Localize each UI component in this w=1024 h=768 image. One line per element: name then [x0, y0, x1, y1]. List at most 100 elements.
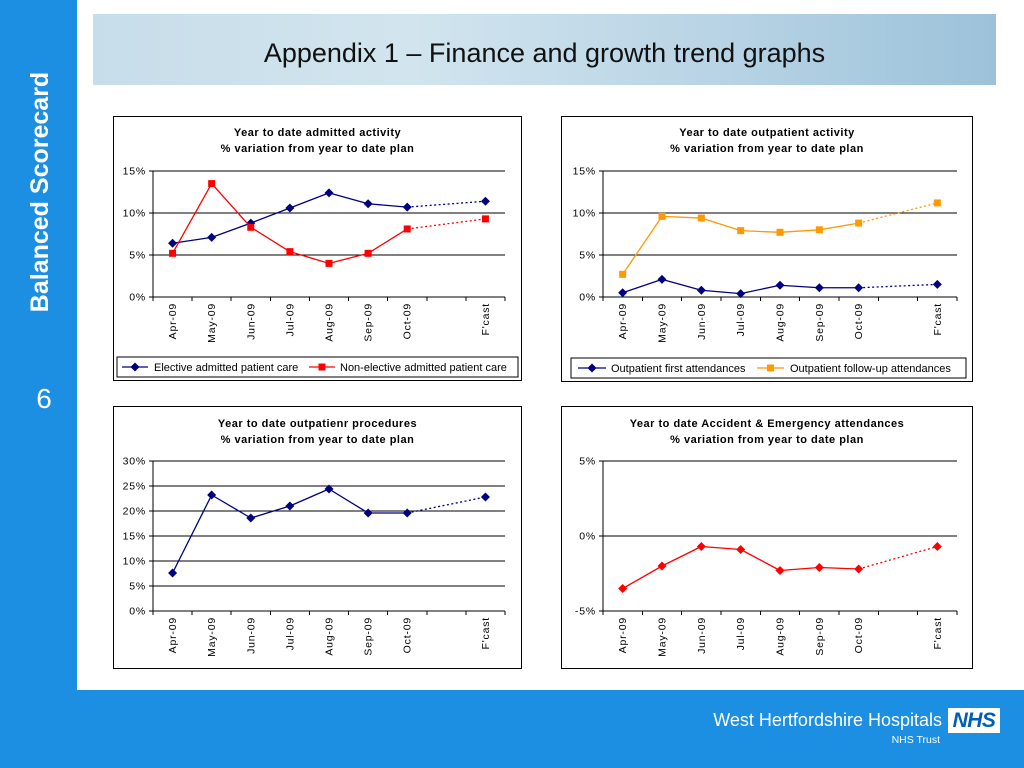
series-line-segment	[740, 284, 781, 295]
series-line-segment	[289, 251, 330, 265]
x-tick-label: Jul-09	[284, 303, 296, 336]
data-point	[403, 225, 411, 233]
y-tick-label: 10%	[123, 556, 146, 568]
chart-title: Year to date Accident & Emergency attend…	[630, 418, 905, 430]
x-tick-label: Aug-09	[775, 303, 787, 342]
data-point	[363, 508, 373, 518]
y-tick-label: 0%	[129, 606, 146, 618]
data-point	[775, 566, 785, 575]
data-point	[168, 238, 178, 248]
chart-outpatient-procedures: Year to date outpatienr procedures % vari…	[113, 406, 522, 669]
x-tick-label: F'cast	[480, 617, 492, 649]
series-line-segment	[250, 207, 291, 224]
data-point	[402, 202, 412, 212]
series-line-segment	[328, 192, 369, 205]
series-line-segment	[250, 226, 291, 253]
data-point	[657, 274, 667, 284]
forecast-line-segment	[858, 283, 938, 289]
chart-canvas: Year to date admitted activity % variatio…	[116, 127, 519, 378]
title-banner: Appendix 1 – Finance and growth trend gr…	[93, 14, 996, 85]
series-line-segment	[779, 229, 820, 233]
x-tick-label: May-09	[657, 617, 669, 657]
data-point	[933, 199, 941, 207]
x-tick-label: May-09	[657, 303, 669, 343]
legend-marker	[587, 363, 597, 373]
x-tick-label: Apr-09	[167, 303, 179, 339]
x-tick-label: May-09	[206, 617, 218, 657]
x-tick-label: Apr-09	[617, 617, 629, 653]
data-point	[932, 279, 942, 289]
x-tick-label: Sep-09	[814, 617, 826, 656]
slide-number: 6	[36, 383, 52, 414]
x-tick-label: Jul-09	[735, 617, 747, 650]
data-point	[324, 484, 334, 494]
data-point	[286, 248, 294, 256]
y-tick-label: 5%	[579, 456, 596, 468]
data-point	[364, 249, 372, 257]
x-tick-label: Oct-09	[853, 303, 865, 339]
series-1	[169, 180, 489, 267]
series-1	[619, 199, 941, 278]
x-tick-label: Jul-09	[735, 303, 747, 336]
sidebar: Balanced Scorecard 6	[0, 0, 77, 768]
y-tick-label: 0%	[579, 531, 596, 543]
series-line-segment	[211, 494, 252, 519]
x-tick-label: F'cast	[480, 303, 492, 335]
organisation-subtitle: NHS Trust	[891, 734, 940, 746]
data-point	[168, 568, 178, 578]
data-point	[618, 584, 628, 593]
y-tick-label: 15%	[123, 166, 146, 178]
series-line-segment	[289, 488, 330, 507]
x-tick-label: Sep-09	[363, 617, 375, 656]
legend-marker	[318, 363, 326, 371]
data-point	[285, 203, 295, 213]
data-point	[207, 232, 217, 242]
series-line-segment	[701, 217, 741, 232]
series-line-segment	[819, 566, 859, 570]
x-tick-label: Jul-09	[284, 617, 296, 650]
series-0	[168, 484, 490, 578]
forecast-line-segment	[407, 200, 486, 208]
chart-outpatient-activity: Year to date outpatient activity % variat…	[561, 116, 973, 382]
sidebar-title: Balanced Scorecard	[26, 71, 54, 313]
chart-legend: Outpatient first attendances Outpatient f…	[570, 357, 967, 379]
x-tick-label: Sep-09	[363, 303, 375, 342]
data-point	[736, 545, 746, 554]
series-0	[618, 542, 942, 593]
x-tick-label: Jun-09	[245, 303, 257, 340]
data-point	[324, 188, 334, 198]
series-0	[618, 274, 942, 299]
series-line-segment	[622, 565, 663, 590]
data-point	[285, 501, 295, 511]
forecast-line-segment	[858, 202, 938, 224]
forecast-line-segment	[407, 218, 486, 230]
data-point	[775, 280, 785, 290]
series-line-segment	[211, 183, 252, 228]
organisation-name: West Hertfordshire Hospitals	[713, 710, 942, 730]
data-point	[169, 249, 177, 257]
legend-label: Outpatient first attendances	[611, 363, 746, 375]
y-tick-label: 0%	[129, 292, 146, 304]
y-tick-label: 30%	[123, 456, 146, 468]
series-line-segment	[701, 545, 741, 551]
data-point	[814, 283, 824, 293]
data-point	[657, 561, 667, 571]
chart-subtitle: % variation from year to date plan	[221, 143, 415, 155]
data-point	[619, 270, 627, 278]
series-line-segment	[661, 278, 702, 291]
series-line-segment	[171, 183, 213, 254]
data-point	[855, 219, 863, 227]
chart-title: Year to date outpatient activity	[679, 127, 855, 139]
data-point	[814, 563, 824, 572]
x-tick-label: Oct-09	[402, 617, 414, 653]
x-tick-label: Jun-09	[245, 617, 257, 654]
x-tick-label: Jun-09	[696, 617, 708, 654]
data-point	[207, 490, 217, 500]
data-point	[776, 228, 784, 236]
series-line-segment	[779, 566, 820, 572]
y-tick-label: 5%	[129, 581, 146, 593]
data-point	[247, 223, 255, 231]
legend-label: Outpatient follow-up attendances	[790, 363, 951, 375]
nhs-logo: NHS	[948, 708, 1000, 733]
series-line-segment	[328, 252, 369, 265]
